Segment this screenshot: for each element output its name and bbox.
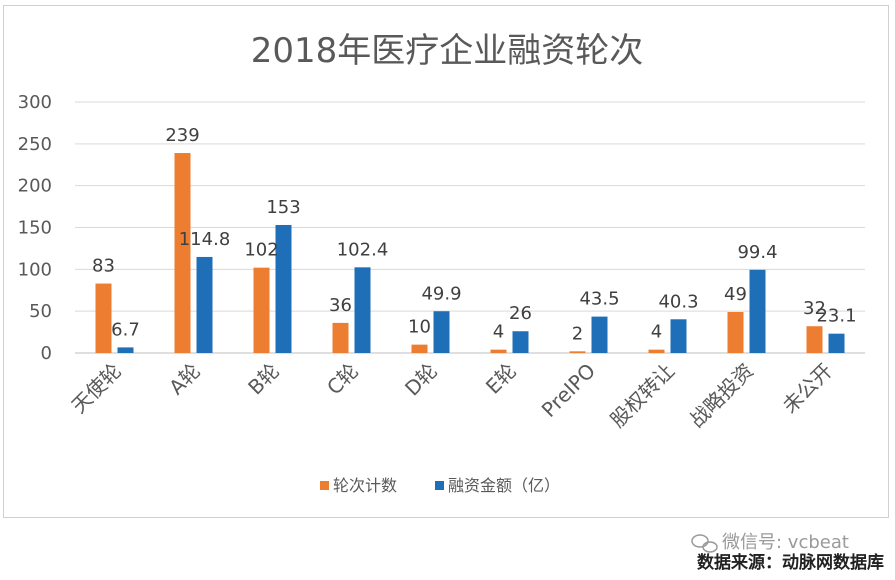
bars bbox=[95, 153, 845, 353]
data-label: 49 bbox=[724, 284, 747, 305]
bar-funding-amount bbox=[828, 333, 845, 353]
data-label: 6.7 bbox=[111, 319, 140, 340]
bar-round-count bbox=[332, 322, 349, 353]
data-label: 83 bbox=[92, 256, 115, 277]
category-label: 未公开 bbox=[778, 359, 837, 418]
bar-funding-amount bbox=[196, 256, 213, 353]
bar-round-count bbox=[174, 153, 191, 353]
bar-funding-amount bbox=[275, 224, 292, 353]
wechat-icon bbox=[691, 534, 718, 553]
bar-round-count bbox=[411, 344, 428, 353]
category-label: C轮 bbox=[322, 359, 363, 400]
bar-round-count bbox=[648, 349, 665, 353]
data-label: 102 bbox=[244, 240, 278, 261]
legend-swatch bbox=[320, 481, 329, 490]
data-label: 43.5 bbox=[579, 289, 619, 310]
bar-funding-amount bbox=[591, 316, 608, 353]
data-label: 2 bbox=[572, 323, 583, 344]
bar-round-count bbox=[569, 351, 586, 353]
y-tick-label: 100 bbox=[18, 259, 52, 280]
y-tick-label: 200 bbox=[18, 176, 52, 197]
category-label: 股权转让 bbox=[605, 359, 679, 433]
y-tick-label: 250 bbox=[18, 134, 52, 155]
data-label: 239 bbox=[165, 125, 199, 146]
data-label: 153 bbox=[266, 197, 300, 218]
category-label: A轮 bbox=[164, 359, 205, 400]
y-tick-label: 50 bbox=[29, 301, 52, 322]
data-label: 23.1 bbox=[816, 306, 856, 327]
category-label: 战略投资 bbox=[684, 359, 758, 433]
chart-frame bbox=[3, 5, 889, 518]
category-labels: 天使轮 A轮 B轮 C轮 D轮 E轮 PreIPO 股权转让 战略投资 未公开 bbox=[67, 359, 837, 433]
bar-funding-amount bbox=[512, 331, 529, 353]
y-axis-ticks: 0 50 100 150 200 250 300 bbox=[18, 92, 52, 364]
legend: 轮次计数 融资金额（亿） bbox=[320, 476, 560, 495]
y-tick-label: 300 bbox=[18, 92, 52, 113]
data-label: 10 bbox=[408, 317, 431, 338]
data-label: 40.3 bbox=[658, 291, 698, 312]
category-label: 天使轮 bbox=[67, 359, 126, 418]
bar-funding-amount bbox=[670, 319, 687, 353]
data-label: 102.4 bbox=[337, 239, 389, 260]
category-label: PreIPO bbox=[537, 359, 600, 422]
y-tick-label: 0 bbox=[41, 343, 52, 364]
legend-swatch bbox=[435, 481, 444, 490]
bar-funding-amount bbox=[433, 311, 450, 353]
bar-round-count bbox=[806, 326, 823, 353]
category-label: D轮 bbox=[400, 359, 442, 401]
data-label: 49.9 bbox=[421, 283, 461, 304]
bar-round-count bbox=[490, 349, 507, 353]
wechat-watermark: 微信号: vcbeat bbox=[722, 532, 849, 553]
bar-round-count bbox=[253, 267, 270, 353]
data-label: 36 bbox=[329, 295, 352, 316]
data-label: 4 bbox=[651, 322, 662, 343]
data-label: 99.4 bbox=[737, 242, 777, 263]
data-label: 26 bbox=[509, 303, 532, 324]
y-tick-label: 150 bbox=[18, 218, 52, 239]
watermark: 微信号: vcbeat 数据来源：动脉网数据库 bbox=[691, 532, 884, 573]
category-label: E轮 bbox=[481, 359, 521, 399]
bar-funding-amount bbox=[749, 269, 766, 353]
legend-label: 轮次计数 bbox=[333, 476, 397, 495]
bar-round-count bbox=[95, 283, 112, 353]
data-label: 32 bbox=[803, 298, 826, 319]
bar-round-count bbox=[727, 312, 744, 353]
category-label: B轮 bbox=[243, 359, 284, 400]
data-label: 4 bbox=[493, 322, 504, 343]
legend-label: 融资金额（亿） bbox=[448, 476, 560, 495]
data-label: 114.8 bbox=[179, 229, 231, 250]
data-labels: 836.7239114.810215336102.41049.9426243.5… bbox=[92, 125, 856, 344]
chart-title: 2018年医疗企业融资轮次 bbox=[251, 31, 644, 71]
bar-funding-amount bbox=[117, 347, 134, 353]
bar-funding-amount bbox=[354, 267, 371, 353]
data-source: 数据来源：动脉网数据库 bbox=[697, 552, 884, 573]
